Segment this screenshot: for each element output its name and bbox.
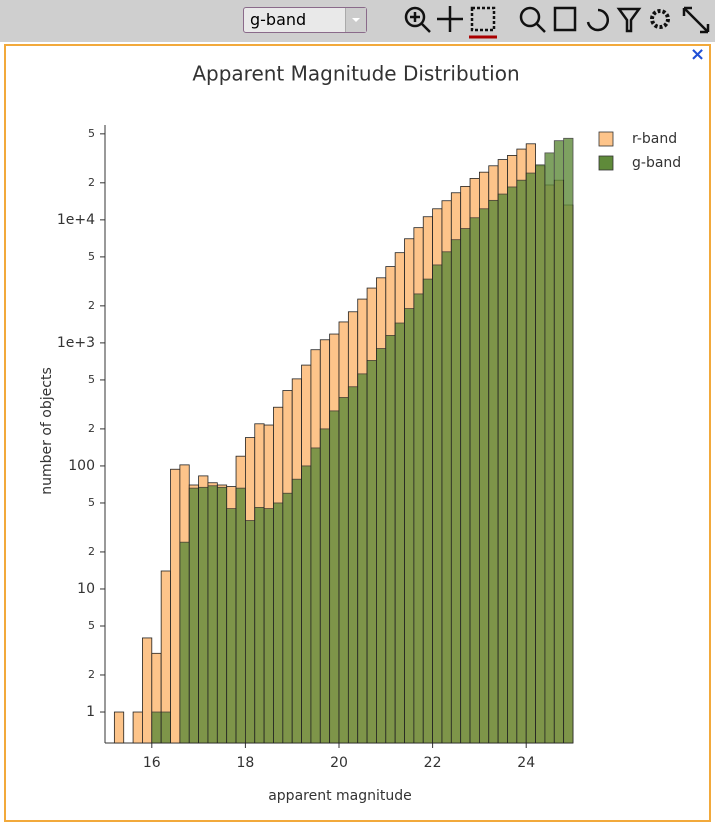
bar (160, 711, 171, 744)
bar (301, 465, 312, 744)
y-tick-label: 10 (77, 581, 95, 597)
legend-label: r-band (632, 131, 677, 147)
bar (366, 360, 377, 744)
y-tick-label: 1 (86, 704, 95, 720)
y-tick-label: 5 (88, 373, 95, 386)
bar (385, 335, 396, 744)
y-tick-label: 2 (88, 668, 95, 681)
select-text: g-band (250, 10, 307, 29)
y-tick-label: 5 (88, 619, 95, 632)
bar (376, 348, 387, 744)
x-tick-label: 18 (236, 755, 254, 771)
bar (254, 507, 265, 744)
chart-title: Apparent Magnitude Distribution (192, 62, 519, 86)
bar (563, 137, 574, 744)
bar (478, 208, 490, 744)
y-tick-label: 1e+3 (57, 335, 95, 351)
bar (132, 711, 143, 744)
bar (404, 308, 415, 744)
bar (338, 397, 349, 744)
y-tick-label: 100 (68, 458, 95, 474)
bar (207, 485, 218, 744)
legend-swatch (598, 131, 614, 147)
bar (179, 541, 190, 744)
bar (497, 193, 508, 744)
bar (263, 508, 274, 744)
bar (329, 410, 340, 744)
y-tick-label: 1e+4 (57, 212, 95, 228)
bar (226, 508, 237, 744)
y-axis-label: number of objects (39, 367, 55, 494)
bar (469, 217, 480, 744)
x-axis-label: apparent magnitude (268, 788, 412, 804)
bar (516, 179, 527, 744)
y-tick-label: 5 (88, 127, 95, 140)
x-tick-label: 16 (143, 755, 161, 771)
bar (142, 637, 153, 744)
x-tick-label: 24 (517, 755, 535, 771)
bar (357, 373, 368, 744)
bar (113, 711, 125, 744)
x-tick-label: 22 (424, 755, 442, 771)
bar (553, 140, 565, 744)
bar (188, 487, 200, 744)
bar (216, 486, 228, 744)
bar (170, 468, 181, 744)
bar (291, 478, 302, 744)
bar (310, 447, 321, 744)
bar (450, 239, 462, 744)
y-tick-label: 5 (88, 496, 95, 509)
bar (544, 152, 555, 744)
bar (441, 251, 452, 744)
bar (273, 502, 284, 744)
bar (394, 322, 405, 744)
bar (460, 228, 471, 744)
series-1 (151, 137, 574, 744)
bar (347, 386, 359, 744)
bar (282, 492, 293, 744)
bar (535, 164, 546, 744)
y-tick-label: 2 (88, 176, 95, 189)
legend-swatch (598, 155, 614, 171)
y-tick-label: 2 (88, 422, 95, 435)
y-tick-label: 2 (88, 545, 95, 558)
bar (432, 264, 443, 744)
close-button[interactable]: × (690, 44, 706, 65)
bar (235, 487, 246, 744)
bar (488, 199, 499, 744)
bar (525, 172, 536, 744)
legend-label: g-band (632, 155, 681, 171)
bar (422, 278, 433, 744)
x-tick-label: 20 (330, 755, 348, 771)
bar (151, 711, 162, 744)
bar (319, 428, 331, 744)
bar (198, 486, 209, 744)
band-select[interactable]: g-band (243, 7, 367, 33)
bar (413, 293, 424, 744)
y-tick-label: 2 (88, 299, 95, 312)
bar (244, 520, 256, 744)
y-tick-label: 5 (88, 250, 95, 263)
dropdown-arrow[interactable] (345, 8, 366, 32)
bar (507, 186, 518, 744)
